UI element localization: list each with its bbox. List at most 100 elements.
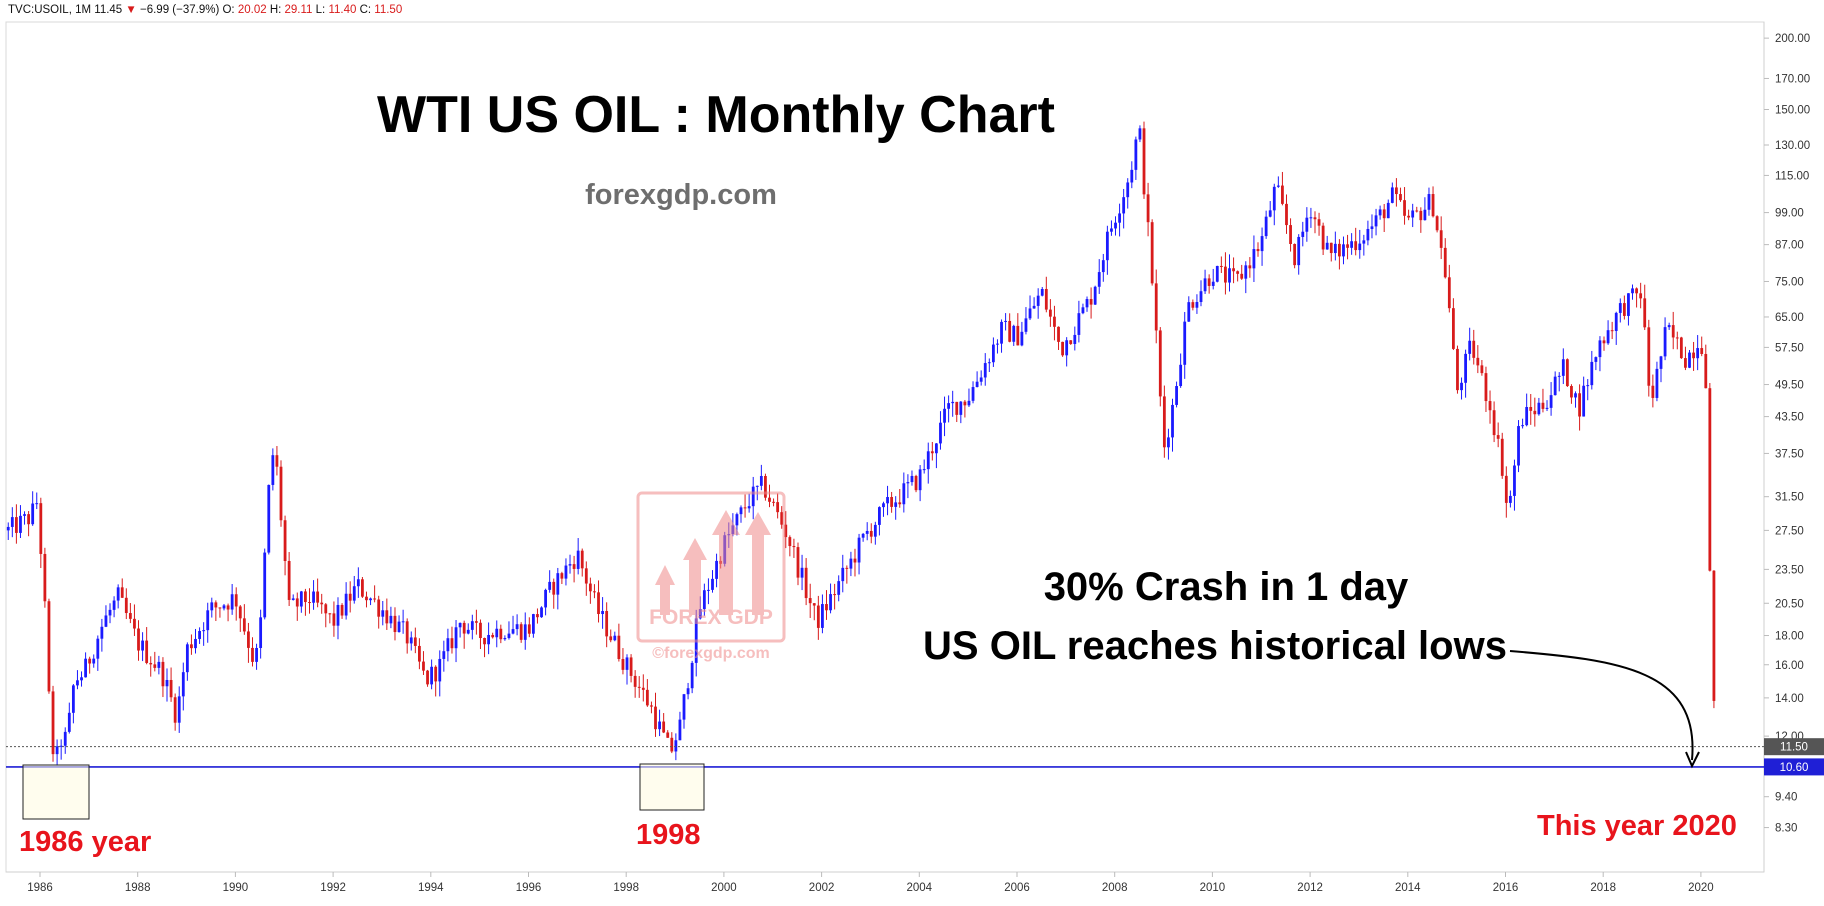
candle-body (1325, 242, 1329, 250)
candle-body (552, 581, 556, 595)
x-tick-label: 2020 (1688, 882, 1714, 894)
candle-body (564, 565, 568, 579)
legend-header: TVC:USOIL, 1M 11.45 ▼ −6.99 (−37.9%) O: … (8, 4, 402, 16)
candle-body (1281, 185, 1284, 204)
candle-body (780, 512, 784, 525)
x-tick-label: 2002 (809, 882, 835, 894)
candle-body (377, 599, 381, 617)
candle-body (1439, 230, 1443, 248)
candle-body (1048, 309, 1052, 317)
candle-body (1285, 203, 1288, 226)
candle-body (1443, 247, 1447, 278)
candle-body (51, 691, 55, 755)
candle-body (1211, 281, 1215, 286)
candle-body (1297, 236, 1301, 266)
candle-body (181, 672, 185, 697)
candle-body (576, 550, 580, 569)
candle-body (580, 550, 584, 569)
candle-body (531, 614, 535, 634)
candle-body (1643, 298, 1647, 328)
candle-body (55, 746, 59, 755)
candle-body (442, 651, 446, 659)
candle-body (1684, 358, 1687, 368)
y-tick-label: 16.00 (1775, 660, 1804, 672)
candle-body (1618, 303, 1622, 313)
candle-body (613, 635, 617, 641)
candle-body (882, 503, 885, 508)
candle-body (1464, 353, 1468, 383)
candle-body (910, 475, 914, 483)
candle-body (255, 647, 258, 662)
candle-body (1000, 321, 1003, 344)
candle-body (47, 601, 51, 692)
watermark-brand: FOREX GDP (649, 606, 773, 629)
candle-body (120, 587, 124, 598)
label-1986-year: 1986 year (19, 826, 151, 858)
candle-body (1590, 361, 1594, 386)
candle-body (128, 613, 132, 619)
candle-body (1456, 348, 1459, 391)
candle-body (711, 578, 714, 590)
candle-body (84, 658, 87, 678)
candle-body (157, 661, 161, 668)
candle-body (971, 387, 975, 401)
candle-body (1154, 283, 1158, 331)
y-tick-label: 115.00 (1775, 170, 1809, 182)
candle-body (1427, 194, 1431, 210)
candle-body (1077, 313, 1081, 335)
plot-area[interactable] (5, 21, 1765, 873)
candle-body (1207, 278, 1211, 286)
candle-body (1024, 318, 1028, 332)
candle-body (1073, 334, 1077, 344)
x-tick-label: 1996 (516, 882, 542, 894)
candle-body (1488, 401, 1492, 411)
candle-body (1183, 321, 1187, 365)
candle-body (951, 401, 955, 404)
y-tick-label: 130.00 (1775, 140, 1810, 152)
candle-body (1252, 249, 1256, 269)
candle-body (1175, 386, 1178, 405)
candle-body (930, 451, 934, 454)
support-price-tag: 10.60 (1764, 758, 1824, 776)
candle-body (1614, 312, 1618, 331)
candle-body (1513, 465, 1516, 496)
candle-body (198, 630, 201, 639)
candle-body (397, 621, 401, 633)
x-tick-label: 1992 (320, 882, 346, 894)
candle-body (1390, 187, 1394, 203)
candle-body (662, 721, 666, 733)
candle-body (796, 547, 800, 578)
candle-body (1305, 217, 1309, 232)
candle-body (845, 567, 849, 569)
candle-body (401, 621, 405, 623)
candle-body (641, 687, 645, 690)
candle-body (1036, 295, 1040, 306)
candle-body (597, 592, 600, 615)
candle-body (963, 401, 967, 406)
candle-body (1508, 495, 1512, 503)
candle-body (438, 658, 442, 682)
candle-body (336, 604, 340, 626)
candle-body (865, 530, 869, 534)
candle-body (259, 617, 263, 648)
candle-body (206, 610, 210, 631)
candle-body (548, 581, 552, 590)
candle-body (1635, 288, 1638, 294)
candle-body (275, 455, 279, 467)
candle-body (1016, 325, 1020, 346)
candle-body (35, 503, 39, 505)
candle-body (137, 628, 140, 651)
candle-body (1403, 200, 1406, 216)
candle-body (234, 594, 238, 607)
support-price-tag-text: 10.60 (1780, 762, 1809, 774)
candle-body (299, 591, 303, 607)
candle-body (194, 638, 197, 649)
candle-body (1594, 357, 1598, 362)
candle-body (76, 680, 79, 686)
candle-body (1187, 302, 1191, 322)
candle-body (267, 484, 271, 553)
last-price-tag: 11.50 (1764, 738, 1824, 756)
candle-body (808, 598, 812, 604)
candle-body (1557, 375, 1561, 377)
